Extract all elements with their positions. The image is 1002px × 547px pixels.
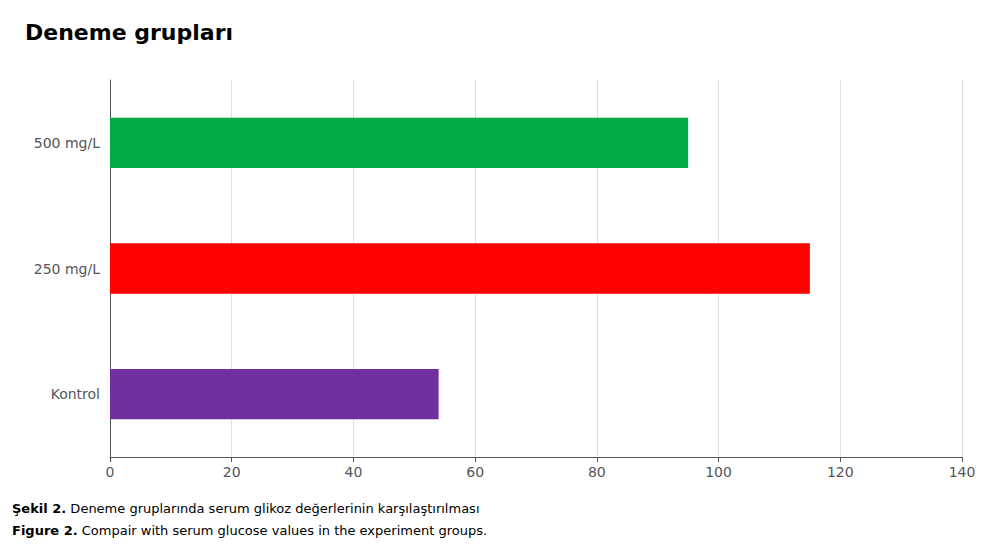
svg-text:Deneme gruplarında serum gliko: Deneme gruplarında serum glikoz değerler… <box>66 501 479 516</box>
svg-text:Deneme grupları: Deneme grupları <box>25 20 233 45</box>
svg-text:500 mg/L: 500 mg/L <box>34 135 100 151</box>
svg-text:Compair with serum glucose val: Compair with serum glucose values in the… <box>78 523 487 538</box>
svg-text:250 mg/L: 250 mg/L <box>34 261 100 277</box>
svg-text:Figure 2.: Figure 2. <box>12 523 78 538</box>
svg-text:40: 40 <box>345 464 363 480</box>
svg-text:140: 140 <box>949 464 976 480</box>
svg-text:100: 100 <box>705 464 732 480</box>
svg-text:120: 120 <box>827 464 854 480</box>
svg-text:20: 20 <box>223 464 241 480</box>
svg-text:Kontrol: Kontrol <box>51 386 100 402</box>
svg-text:Şekil 2.: Şekil 2. <box>12 501 66 516</box>
svg-text:0: 0 <box>106 464 115 480</box>
svg-text:80: 80 <box>588 464 606 480</box>
svg-text:60: 60 <box>466 464 484 480</box>
